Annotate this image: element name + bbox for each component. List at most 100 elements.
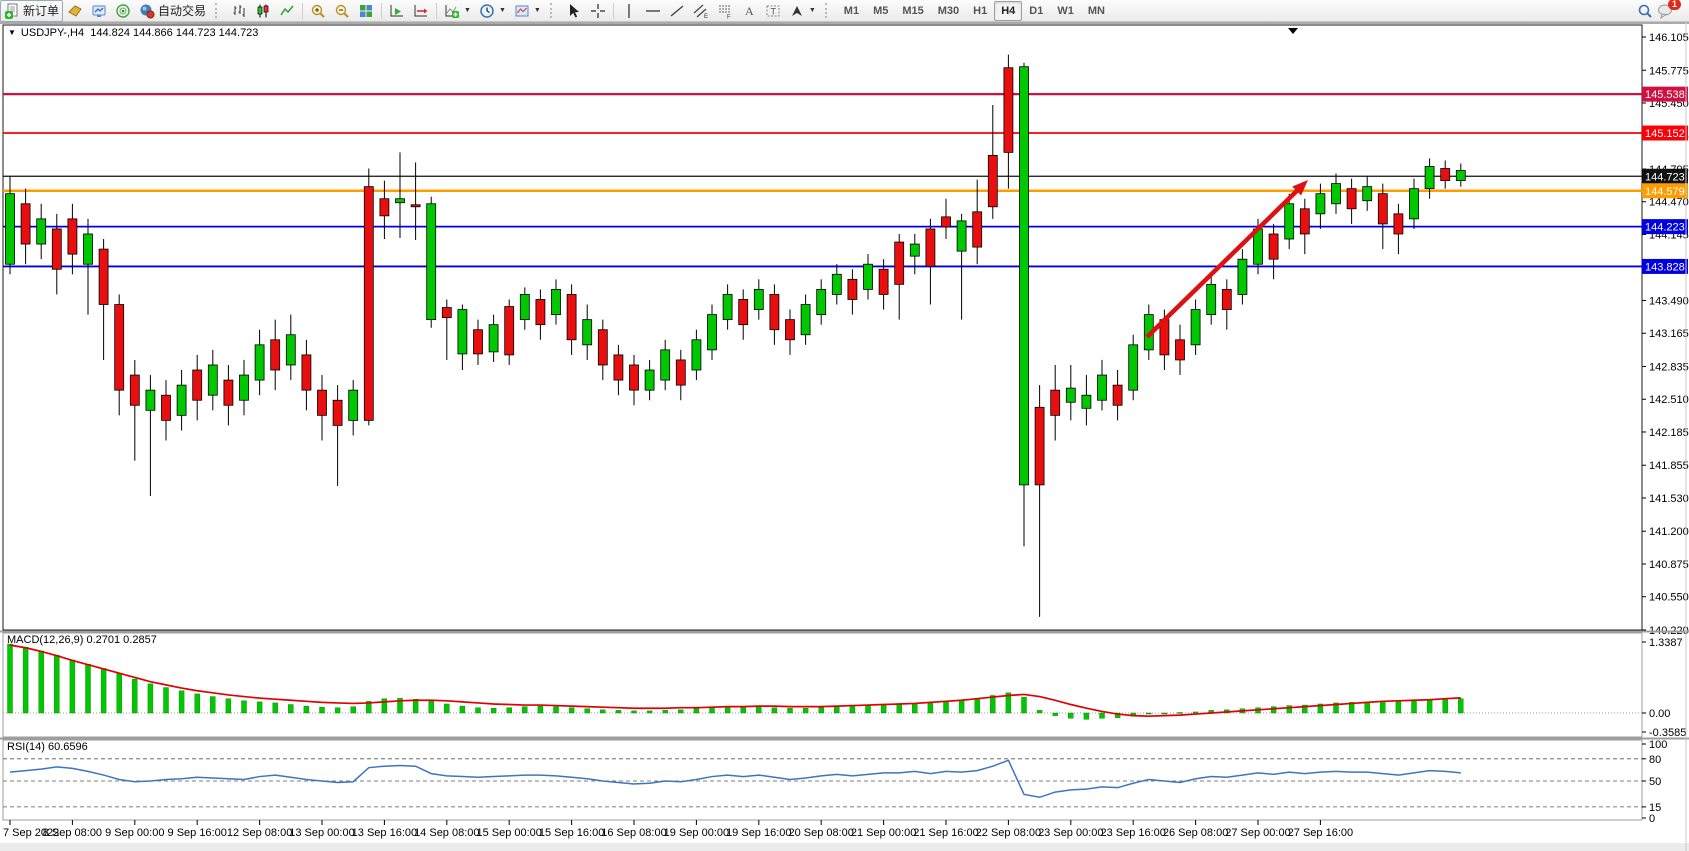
- timeframe-H1[interactable]: H1: [973, 4, 988, 17]
- text-label-button[interactable]: T: [761, 0, 785, 22]
- candle-body: [129, 374, 140, 406]
- macd-histogram-bar: [1458, 698, 1464, 714]
- macd-histogram-bar: [38, 650, 44, 714]
- templates-icon: [515, 5, 529, 16]
- candlestick-button[interactable]: [251, 0, 275, 22]
- timeframe-D1[interactable]: D1: [1029, 4, 1044, 17]
- candle-body: [1237, 258, 1248, 295]
- arrows-button[interactable]: ▼: [785, 0, 820, 22]
- price-tick-label: 140.875: [1649, 559, 1689, 571]
- vertical-line-button[interactable]: [617, 0, 641, 22]
- search-button[interactable]: [1633, 0, 1657, 22]
- crosshair-button[interactable]: [586, 0, 610, 22]
- time-tick-label: 14 Sep 08:00: [414, 827, 479, 839]
- fibonacci-button[interactable]: F: [713, 0, 737, 22]
- horizontal-line-button[interactable]: [641, 0, 665, 22]
- timeframe-MN[interactable]: MN: [1087, 4, 1105, 17]
- candle-body: [691, 339, 702, 371]
- chevron-down-icon: ▼: [464, 7, 471, 14]
- candle-body: [925, 228, 936, 267]
- auto-scroll-button[interactable]: [385, 0, 409, 22]
- candle-body: [1424, 166, 1435, 190]
- candle-body: [254, 344, 265, 381]
- charts-window-button[interactable]: [87, 0, 111, 22]
- candle-body: [660, 349, 671, 381]
- rsi-tick-label: 100: [1649, 739, 1667, 751]
- candle-body: [239, 374, 249, 401]
- line-chart-button[interactable]: [275, 0, 299, 22]
- bar-chart-icon: [233, 4, 245, 17]
- zoom-out-button[interactable]: [330, 0, 354, 22]
- panel-separator: [0, 630, 1689, 633]
- candle-body: [36, 218, 47, 245]
- trendline-button[interactable]: [665, 0, 689, 22]
- price-label-chip: [1642, 125, 1688, 141]
- price-label-chip: [1642, 219, 1688, 235]
- timeframe-M15[interactable]: M15: [902, 4, 924, 17]
- macd-histogram-bar: [1333, 702, 1339, 714]
- timeframe-H4[interactable]: H4: [994, 0, 1023, 21]
- time-tick-label: 19 Sep 00:00: [664, 827, 729, 839]
- trendline-icon: [670, 4, 684, 17]
- text-button[interactable]: A: [737, 0, 761, 22]
- macd-histogram-bar: [303, 705, 310, 714]
- candle-body: [1097, 374, 1107, 401]
- toolbar-separator: [612, 2, 614, 19]
- new-order-label: 新订单: [23, 4, 60, 18]
- timeframe-M30[interactable]: M30: [937, 4, 960, 17]
- macd-histogram-bar: [522, 706, 528, 714]
- svg-text:E: E: [704, 14, 708, 19]
- zoom-in-button[interactable]: [306, 0, 330, 22]
- timeframe-W1[interactable]: W1: [1057, 4, 1074, 17]
- candle-body: [644, 369, 655, 391]
- toolbar-grip[interactable]: [549, 3, 558, 18]
- macd-histogram-bar: [1099, 712, 1105, 719]
- indicators-button[interactable]: ▼: [440, 0, 475, 22]
- market-watch-button[interactable]: [63, 0, 87, 22]
- toolbar-grip[interactable]: [824, 3, 833, 18]
- timeframe-M5[interactable]: M5: [873, 4, 889, 17]
- new-order-button[interactable]: 新订单: [0, 0, 64, 22]
- candle-body: [707, 314, 717, 351]
- candle-body: [1346, 188, 1357, 210]
- arrows-icon: [791, 5, 802, 16]
- candle-body: [629, 364, 639, 391]
- price-tick-label: 141.530: [1649, 493, 1689, 505]
- autotrading-button[interactable]: 自动交易: [135, 0, 210, 22]
- candle-body: [1221, 289, 1232, 310]
- toolbar-separator: [302, 2, 304, 19]
- cursor-button[interactable]: [562, 0, 586, 22]
- candle-body: [894, 241, 905, 285]
- macd-histogram-bar: [1068, 712, 1074, 719]
- timeframe-M1[interactable]: M1: [843, 4, 860, 17]
- macd-histogram-bar: [7, 643, 13, 714]
- macd-histogram-bar: [381, 698, 388, 714]
- candle-body: [738, 299, 749, 326]
- chat-button[interactable]: 1: [1657, 0, 1681, 19]
- macd-histogram-bar: [334, 707, 341, 714]
- tile-windows-button[interactable]: [354, 0, 378, 22]
- bottom-edge: [0, 843, 1689, 851]
- time-tick-label: 7 Sep 2022: [3, 827, 59, 839]
- price-label-chip: [1642, 183, 1688, 199]
- templates-button[interactable]: ▼: [510, 0, 545, 22]
- chevron-down-icon: ▼: [498, 7, 506, 14]
- macd-histogram-bar: [132, 678, 138, 714]
- signals-button[interactable]: [111, 0, 135, 22]
- candle-body: [1128, 344, 1139, 391]
- time-tick-label: 23 Sep 16:00: [1100, 827, 1165, 839]
- rsi-plot-frame: [2, 739, 1643, 821]
- macd-histogram-bar: [1364, 701, 1370, 714]
- periods-button[interactable]: ▼: [475, 0, 510, 22]
- toolbar-grip[interactable]: [215, 3, 223, 18]
- chart-canvas[interactable]: 146.105145.775145.450145.125144.795144.4…: [0, 22, 1689, 851]
- candle-body: [987, 154, 998, 208]
- equidistant-channel-button[interactable]: E: [689, 0, 713, 22]
- bar-chart-button[interactable]: [227, 0, 251, 22]
- chart-area: 146.105145.775145.450145.125144.795144.4…: [0, 22, 1689, 851]
- chart-shift-button[interactable]: [409, 0, 433, 22]
- candle-body: [831, 273, 842, 295]
- chart-collapse-icon[interactable]: ▼: [8, 28, 16, 37]
- time-tick-label: 21 Sep 00:00: [851, 827, 916, 839]
- time-tick-label: 9 Sep 16:00: [168, 827, 227, 839]
